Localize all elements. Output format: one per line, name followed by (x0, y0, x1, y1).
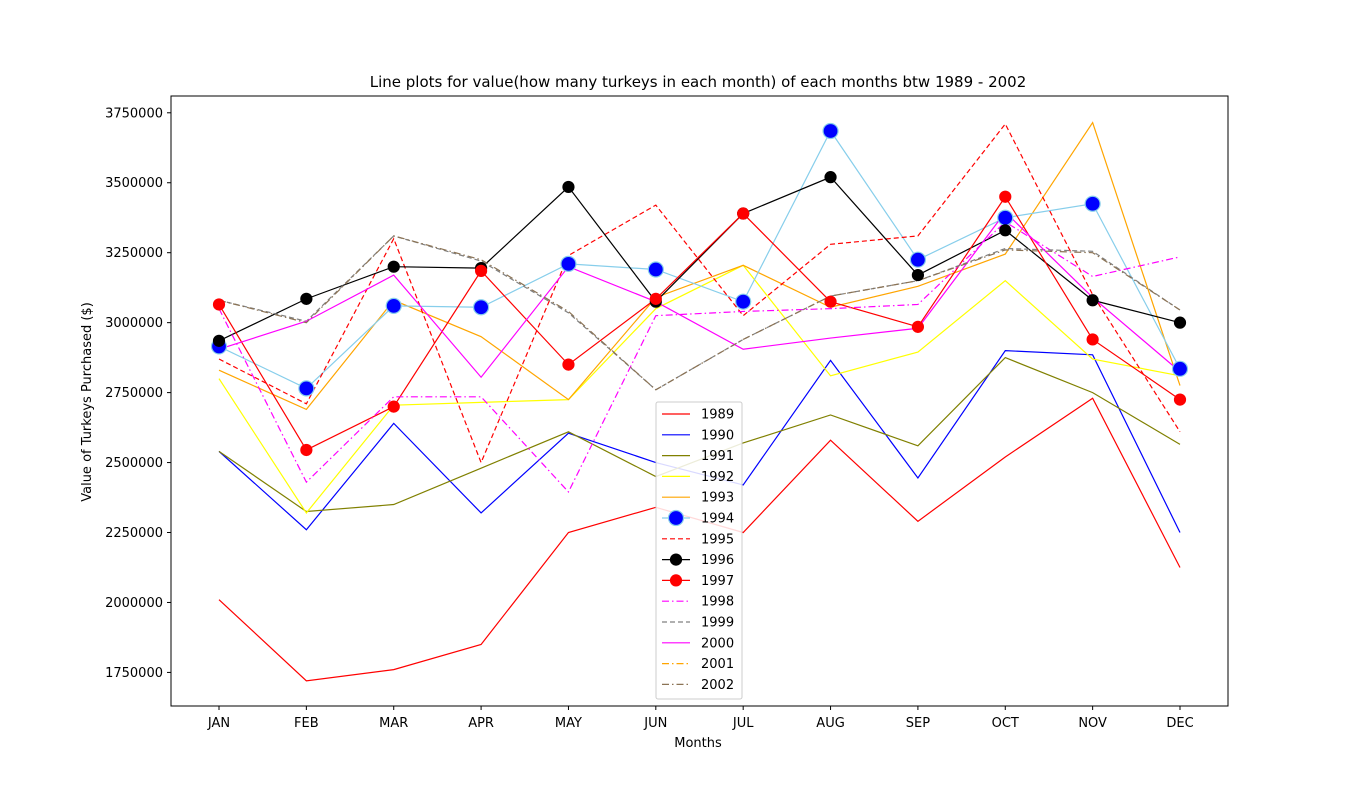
y-axis: 1750000 2000000 2250000 2500000 2750000 30000… (105, 106, 171, 681)
legend-label-1990: 1990 (701, 428, 734, 443)
data-point-1994 (997, 209, 1014, 226)
data-point-1996 (300, 292, 313, 305)
x-tick-label: MAR (379, 716, 408, 731)
x-tick-label: NOV (1078, 716, 1107, 731)
data-point-1997 (212, 298, 226, 311)
x-tick-label: DEC (1166, 716, 1193, 731)
chart-title: Line plots for value(how many turkeys in… (370, 73, 1027, 91)
data-point-1997 (562, 358, 575, 371)
data-point-1997 (474, 264, 488, 277)
data-point-1996 (212, 334, 226, 347)
legend-label-1996: 1996 (701, 553, 734, 568)
y-tick-label: 2750000 (105, 386, 163, 401)
series-line-1997 (218, 195, 1181, 451)
legend-label-1991: 1991 (701, 449, 734, 464)
y-tick-label: 3750000 (105, 106, 163, 121)
y-axis-title: Value of Turkeys Purchased ($) (80, 302, 95, 502)
series-line-1999 (218, 235, 1181, 391)
y-tick-label: 2000000 (105, 596, 163, 611)
data-point-1994 (735, 293, 752, 310)
data-point-1994 (298, 380, 315, 397)
data-point-1994 (1171, 360, 1189, 377)
legend-label-2001: 2001 (701, 657, 734, 672)
legend-marker-1997 (669, 574, 683, 587)
x-tick-label: APR (468, 716, 494, 731)
data-point-1997 (649, 292, 662, 305)
legend-label-1992: 1992 (701, 470, 734, 485)
series-line-2000 (218, 211, 1181, 379)
data-point-1994 (909, 251, 927, 268)
data-point-1994 (385, 297, 402, 314)
series-line-1996 (218, 176, 1181, 342)
data-point-1996 (911, 268, 925, 282)
legend-marker-1994 (667, 509, 685, 527)
markers-layer (210, 122, 1189, 457)
x-tick-label: JAN (207, 716, 230, 731)
data-point-1996 (1086, 294, 1099, 307)
x-axis: JAN FEB MAR APR MAY JUN JUL AUG SEP OCT NOV DEC (207, 706, 1194, 731)
y-tick-label: 3250000 (105, 246, 163, 261)
legend-label-2002: 2002 (701, 678, 734, 693)
y-tick-label: 2500000 (105, 456, 163, 471)
legend-label-1993: 1993 (701, 491, 734, 506)
data-point-1994 (560, 255, 577, 272)
data-point-1994 (472, 299, 490, 316)
data-point-1996 (824, 171, 837, 184)
series-line-1994 (218, 129, 1181, 390)
legend-label-1994: 1994 (701, 512, 734, 527)
data-point-1997 (999, 190, 1012, 203)
x-tick-label: FEB (294, 716, 319, 731)
legend: 1989 1990 1991 1992 1993 1994 1995 1996 1997 1998… (655, 401, 743, 700)
legend-label-1998: 1998 (701, 595, 734, 610)
y-tick-label: 3500000 (105, 176, 163, 191)
legend-label-1997: 1997 (701, 574, 734, 589)
x-tick-label: MAY (555, 716, 582, 731)
legend-box (655, 401, 743, 700)
y-tick-label: 1750000 (105, 666, 163, 681)
x-tick-label: OCT (992, 716, 1019, 731)
data-point-1997 (824, 295, 837, 308)
data-point-1997 (737, 207, 750, 220)
legend-label-1995: 1995 (701, 532, 734, 547)
x-tick-label: JUN (643, 716, 667, 731)
series-line-1998 (218, 221, 1181, 493)
x-tick-label: AUG (816, 716, 844, 731)
legend-label-1989: 1989 (701, 408, 734, 423)
data-point-1994 (1084, 195, 1101, 212)
legend-label-2000: 2000 (701, 636, 734, 651)
data-point-1996 (387, 260, 400, 273)
y-tick-label: 2250000 (105, 526, 163, 541)
y-tick-label: 3000000 (105, 316, 163, 331)
x-tick-label: SEP (906, 716, 930, 731)
series-line-2002 (218, 235, 1181, 391)
data-point-1994 (647, 261, 664, 278)
data-point-1996 (999, 224, 1012, 237)
data-point-1994 (822, 122, 839, 140)
series-line-1992 (218, 264, 1181, 514)
data-point-1996 (562, 180, 575, 194)
data-point-1997 (1173, 393, 1187, 406)
legend-marker-1996 (669, 553, 683, 566)
series-line-1995 (218, 122, 1181, 465)
data-point-1997 (911, 320, 925, 333)
x-axis-title: Months (674, 736, 722, 751)
data-point-1996 (1173, 316, 1187, 329)
x-tick-label: JUL (732, 716, 754, 731)
legend-label-1999: 1999 (701, 616, 734, 631)
plot-area-frame (170, 95, 1229, 707)
data-point-1997 (1086, 333, 1099, 346)
series-line-1993 (218, 121, 1181, 411)
data-point-1997 (387, 400, 400, 413)
data-point-1997 (300, 443, 313, 457)
